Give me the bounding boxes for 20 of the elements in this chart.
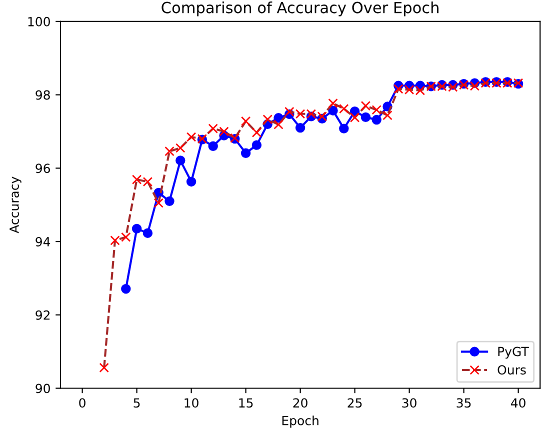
y-tick-label: 94 [36,237,50,246]
x-tick-label: 15 [239,398,253,408]
y-tick-label: 90 [36,384,50,394]
y-tick-label: 96 [36,164,50,174]
x-tick-label: 20 [293,398,308,408]
y-axis-title: Accuracy [10,176,22,234]
x-tick-label: 30 [402,398,416,408]
x-axis-title: Epoch [282,416,318,428]
x-tick-label: 35 [456,398,471,408]
x-tick-label: 40 [510,398,526,408]
legend-label: Ours [498,365,526,375]
x-tick-label: 25 [348,398,362,408]
x-tick-label: 10 [184,398,198,408]
x-tick-label: 5 [134,398,140,408]
y-tick-label: 92 [36,310,50,320]
x-tick-label: 0 [79,398,86,408]
legend-label: PyGT [498,346,529,359]
y-tick-label: 98 [36,90,50,100]
y-tick-label: 100 [28,16,50,26]
chart-title: Comparison of Accuracy Over Epoch [162,2,438,16]
